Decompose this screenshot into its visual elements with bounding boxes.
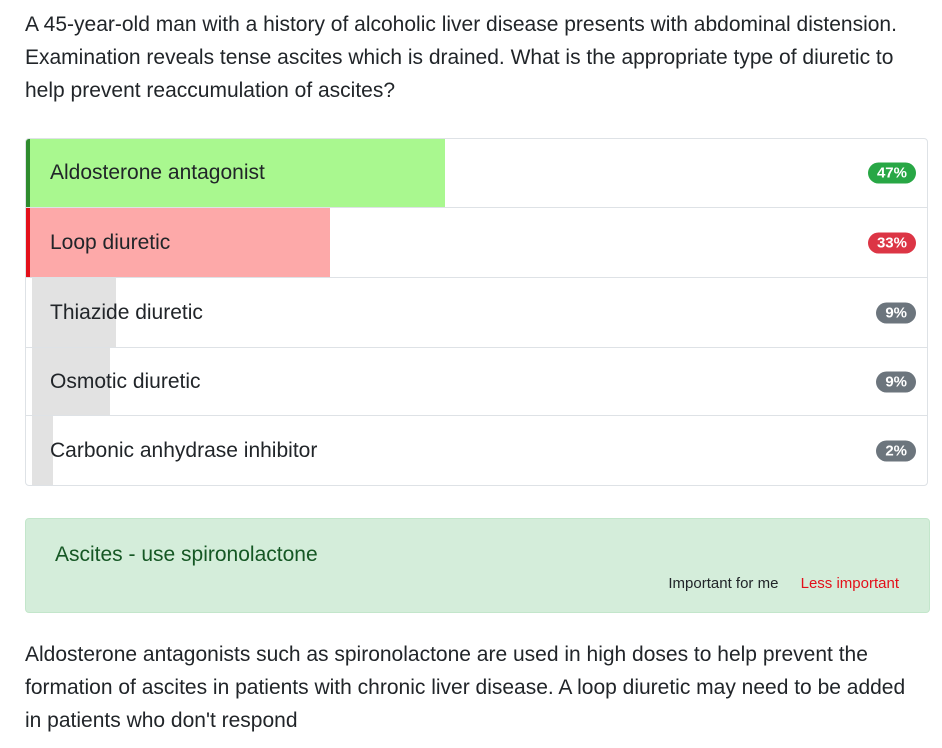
key-point-title: Ascites - use spironolactone: [55, 543, 318, 566]
answer-percentage-badge: 9%: [876, 371, 916, 392]
question-text: A 45-year-old man with a history of alco…: [25, 13, 897, 102]
answer-option-osmotic-diuretic[interactable]: Osmotic diuretic 9%: [26, 348, 927, 416]
answer-percentage-badge: 2%: [876, 440, 916, 461]
answer-percentage-badge: 9%: [876, 302, 916, 323]
answer-percentage-bar: [32, 348, 111, 415]
answer-percentage-bar: [26, 139, 445, 207]
importance-actions: Important for me Less important: [668, 575, 899, 592]
answer-label: Aldosterone antagonist: [50, 161, 265, 184]
answer-label: Osmotic diuretic: [50, 369, 201, 393]
answer-label: Loop diuretic: [50, 230, 171, 254]
answer-percentage-badge: 33%: [867, 232, 916, 253]
answer-percentage-badge: 47%: [867, 162, 916, 184]
important-for-me-link[interactable]: Important for me: [668, 575, 779, 592]
less-important-link[interactable]: Less important: [800, 575, 899, 592]
explanation-text: Aldosterone antagonists such as spironol…: [25, 643, 906, 732]
answer-percentage-bar: [32, 278, 116, 347]
answer-list: Aldosterone antagonist 47% Loop diuretic…: [25, 138, 928, 486]
answer-percentage-bar: [26, 208, 330, 277]
answer-percentage-bar: [32, 416, 53, 485]
key-point-box: Ascites - use spironolactone Important f…: [25, 518, 930, 613]
answer-option-loop-diuretic[interactable]: Loop diuretic 33%: [26, 208, 927, 278]
answer-option-thiazide-diuretic[interactable]: Thiazide diuretic 9%: [26, 278, 927, 348]
answer-incorrect-marker: [26, 208, 30, 277]
answer-option-aldosterone-antagonist[interactable]: Aldosterone antagonist 47%: [26, 139, 927, 208]
answer-label: Thiazide diuretic: [50, 300, 203, 324]
answer-option-carbonic-anhydrase-inhibitor[interactable]: Carbonic anhydrase inhibitor 2%: [26, 416, 927, 485]
answer-correct-marker: [26, 139, 30, 207]
answer-label: Carbonic anhydrase inhibitor: [50, 438, 318, 462]
